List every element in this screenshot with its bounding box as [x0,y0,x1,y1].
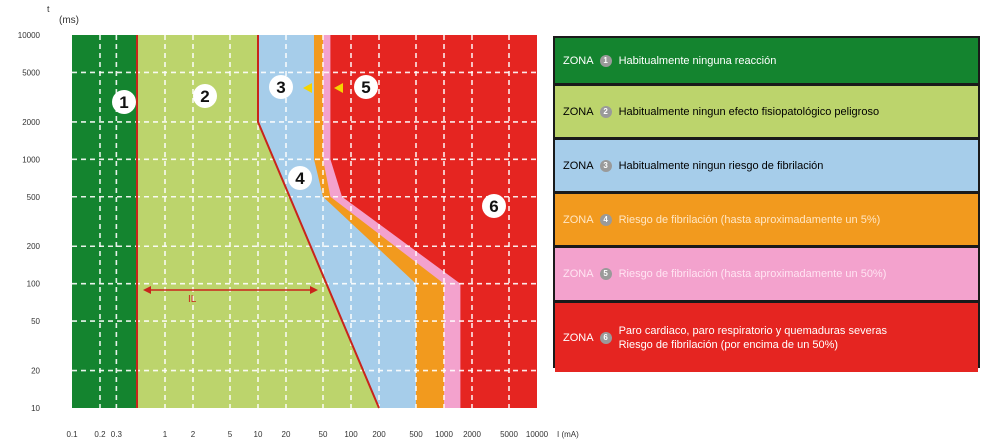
x-tick-label: 10000 [526,430,549,439]
legend-zone-number: 1 [599,54,612,67]
legend-zona-label: ZONA [563,105,594,118]
y-axis-label: (ms) [59,15,79,26]
legend-description: Habitualmente ningun riesgo de fibrilaci… [618,159,824,172]
y-tick-label: 200 [27,242,41,251]
x-tick-label: 2000 [463,430,481,439]
zone-legend: ZONA 1 Habitualmente ninguna reacción ZO… [553,36,980,372]
zone-marker-circle [354,75,378,99]
legend-row-zone-2: ZONA 2 Habitualmente ningun efecto fisio… [555,86,978,137]
x-axis-label: I (mA) [557,430,579,439]
legend-description: Paro cardiaco, paro respiratorio y quema… [618,324,887,351]
legend-row-zone-3: ZONA 3 Habitualmente ningun riesgo de fi… [555,140,978,191]
zone-marker-label: 4 [295,169,305,188]
legend-zona-label: ZONA [563,213,594,226]
zone-marker-circle [193,84,217,108]
y-tick-label: 100 [27,280,41,289]
x-tick-label: 10 [254,430,263,439]
zone-marker-label: 6 [489,197,498,216]
zone-2-area [72,35,379,408]
y-tick-label: 5000 [22,68,40,77]
zone-1-area [72,35,137,408]
zone-5-arrow [334,83,343,93]
zone-boundaries [136,35,380,409]
legend-zona-label: ZONA [563,54,594,67]
legend-zone-number: 4 [599,213,612,226]
zone-markers: 1 2 3 4 5 6 [112,75,506,218]
legend-zona-label: ZONA [563,331,594,344]
x-tick-label: 500 [409,430,423,439]
y-tick-label: 10000 [18,31,41,40]
legend-zona-label: ZONA [563,159,594,172]
legend-row-zone-5: ZONA 5 Riesgo de fibrilación (hasta apro… [555,248,978,300]
legend-zona-label: ZONA [563,268,594,280]
x-tick-label: 50 [319,430,328,439]
chart-zones [72,35,537,408]
legend-zone-number: 5 [599,268,612,280]
il-arrow-head-right [310,286,318,294]
x-tick-label: 200 [372,430,386,439]
x-tick-label: 2 [191,430,196,439]
il-arrow-head-left [143,286,151,294]
legend-description: Riesgo de fibrilación (hasta aproximadam… [618,268,887,280]
legend-zone-number: 6 [599,331,612,344]
legend-description: Habitualmente ningun efecto fisiopatológ… [618,105,880,118]
legend-zone-number: 2 [599,105,612,118]
legend-row-zone-1: ZONA 1 Habitualmente ninguna reacción [555,38,978,83]
x-tick-label: 100 [344,430,358,439]
y-tick-label: 50 [31,317,40,326]
y-tick-label: 500 [27,193,41,202]
legend-row-zone-6: ZONA 6 Paro cardiaco, paro respiratorio … [555,303,978,372]
zone-marker-label: 2 [200,87,209,106]
y-tick-label: 1000 [22,155,40,164]
x-tick-label: 0.2 [94,430,106,439]
y-tick-labels: 10000 5000 2000 1000 500 200 100 50 20 10 [18,31,41,413]
zone-marker-circle [112,90,136,114]
x-tick-label: 1 [163,430,168,439]
y-tick-label: 10 [31,404,40,413]
zone-marker-circle [269,75,293,99]
y-axis-symbol: t [47,4,50,14]
x-tick-label: 1000 [435,430,453,439]
legend-description: Riesgo de fibrilación (hasta aproximadam… [618,213,881,226]
il-annotation: IL [143,286,318,305]
x-tick-label: 20 [282,430,291,439]
zone-marker-circle [482,194,506,218]
chart-grid [72,35,537,408]
zone-4-arrow [303,83,312,93]
zone-marker-label: 1 [119,93,128,112]
x-tick-label: 5000 [500,430,518,439]
legend-zone-number: 3 [599,159,612,172]
x-tick-labels: 0.1 0.2 0.3 1 2 5 10 20 50 100 200 500 1000 2000 5000 1… [66,430,548,439]
y-tick-label: 2000 [22,118,40,127]
legend-description: Habitualmente ninguna reacción [618,54,777,67]
zone-marker-circle [288,166,312,190]
il-annotation-label: IL [188,294,197,305]
zone-marker-label: 5 [361,78,370,97]
legend-row-zone-4: ZONA 4 Riesgo de fibrilación (hasta apro… [555,194,978,245]
x-tick-label: 0.3 [111,430,123,439]
y-tick-label: 20 [31,367,40,376]
zone-marker-label: 3 [276,78,285,97]
x-tick-label: 5 [228,430,233,439]
curve-b-line [257,35,380,409]
x-tick-label: 0.1 [66,430,78,439]
